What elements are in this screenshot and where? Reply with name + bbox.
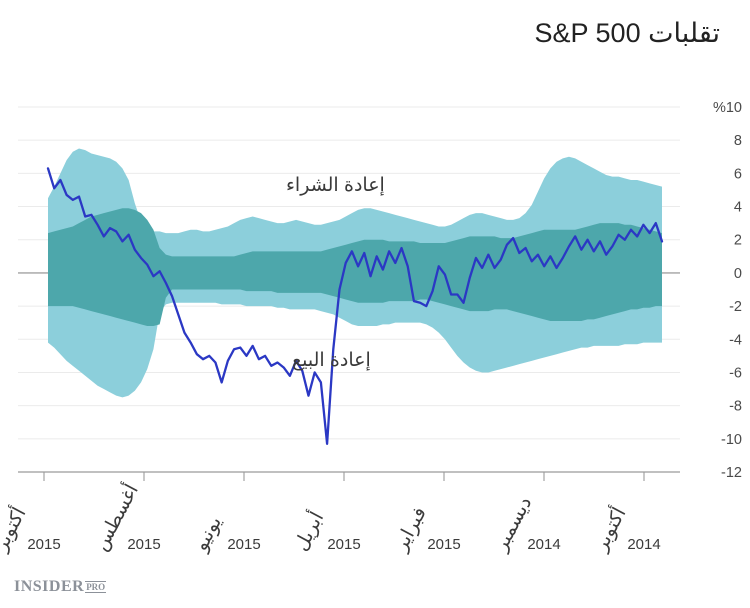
page-title: تقلبات S&P 500 [534,18,721,48]
y-tick-label--8: -8 [729,399,742,415]
x-tick-year-5: 2014 [527,536,561,553]
x-tick-year-0: 2015 [27,536,61,553]
y-tick-label--2: -2 [729,299,742,315]
sp500-volatility-line [46,167,664,445]
band-layer [48,148,662,398]
y-tick-label-2: 2 [734,233,742,249]
annotation-rebuy: إعادة الشراء [286,175,385,196]
y-tick-label-10: %10 [713,100,742,116]
price-line [46,167,664,445]
x-tick-year-3: 2015 [327,536,361,553]
inner-volatility-band [48,208,662,326]
y-tick-label--6: -6 [729,365,742,381]
logo-pro-badge: PRO [85,581,107,593]
y-axis-labels: %10 8 6 4 2 0 -2 -4 -6 -8 -10 -12 [713,100,742,481]
x-tick-year-1: 2015 [127,536,161,553]
y-tick-label-8: 8 [734,133,742,149]
insider-pro-logo: INSIDER PRO [14,578,107,596]
logo-wordmark: INSIDER [14,578,85,595]
x-tick-year-4: 2015 [427,536,461,553]
x-tick-year-6: 2014 [627,536,661,553]
y-tick-label--12: -12 [721,465,742,481]
y-tick-label-0: 0 [734,266,742,282]
annotation-resell: إعادة البيع [292,350,371,371]
y-tick-label-4: 4 [734,200,742,216]
y-tick-label-6: 6 [734,166,742,182]
x-tick-year-2: 2015 [227,536,261,553]
y-tick-label--10: -10 [721,432,742,448]
y-tick-label--4: -4 [729,332,742,348]
axis-layer [18,471,680,481]
